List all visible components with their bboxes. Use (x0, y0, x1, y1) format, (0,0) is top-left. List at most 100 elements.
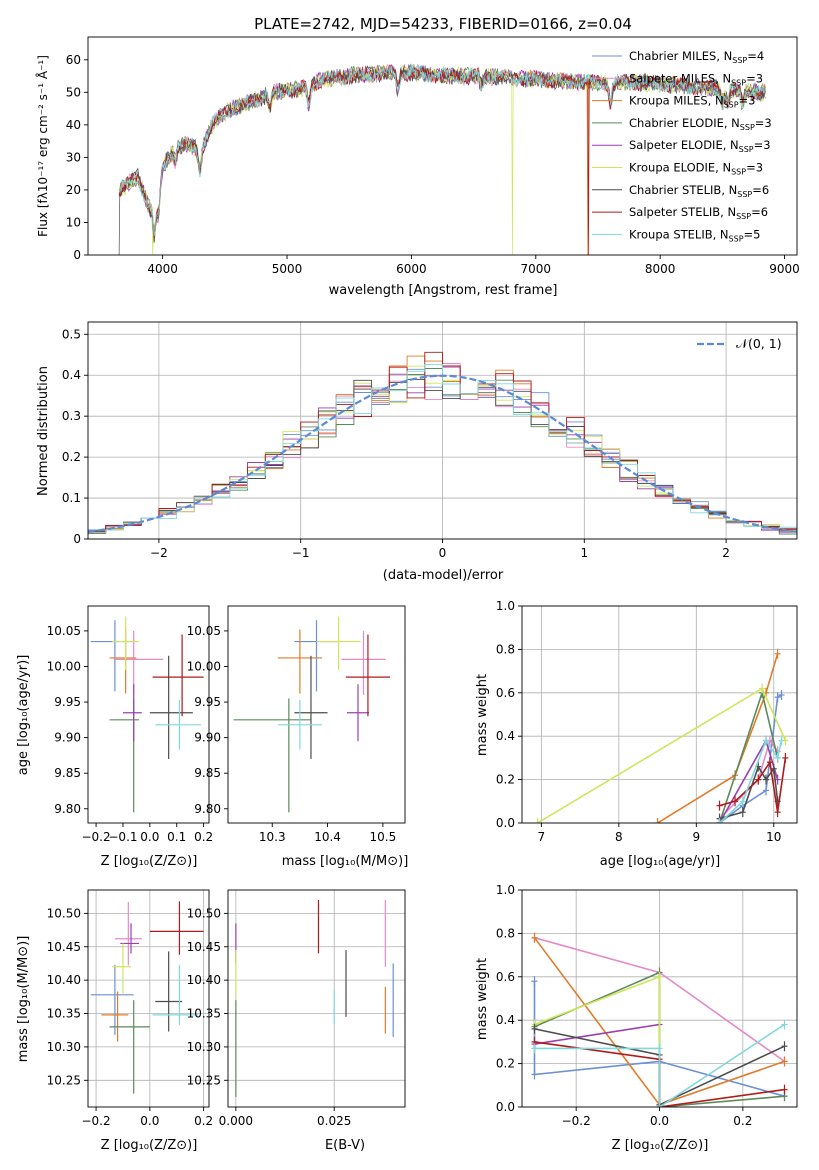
x-tick-label: 2 (722, 546, 730, 560)
plot-area (235, 900, 394, 1097)
x-tick-label: 8000 (645, 262, 676, 276)
y-tick-label: 10.45 (47, 940, 81, 954)
y-tick-label: 10.00 (187, 659, 221, 673)
normal-curve (88, 374, 797, 533)
axes: 7 8 9 10 0.0 0.2 0.4 0.6 0.8 1.0 (496, 599, 798, 844)
axes: 0.000 0.025 10.25 10.30 10.35 10.40 10.45 10.50 (187, 889, 406, 1128)
y-tick-label: 0.6 (496, 686, 515, 700)
y-tick-label: 0.8 (496, 926, 515, 940)
legend-entry: 𝒩(0, 1) (736, 336, 782, 351)
plot-area (534, 648, 789, 823)
errorbar-point (112, 616, 140, 671)
y-tick-label: 20 (66, 183, 81, 197)
x-tick-label: −1 (292, 546, 310, 560)
legend-entry: Chabrier ELODIE, NSSP=3 (629, 116, 772, 132)
weight-series-4 (534, 1023, 660, 1045)
x-tick-label: −0.2 (81, 830, 110, 844)
x-tick-label: 6000 (396, 262, 427, 276)
x-tick-label: 0.2 (194, 1114, 213, 1128)
age-z-x-label: Z [log₁₀(Z/Z⊙)] (101, 854, 198, 869)
x-tick-label: 7000 (521, 262, 552, 276)
x-tick-label: 0.0 (140, 830, 159, 844)
legend-entry: Salpeter STELIB, NSSP=6 (629, 205, 768, 221)
y-tick-label: 10.40 (47, 973, 81, 987)
mass-vs-metallicity-panel: −0.2 0.0 0.2 10.25 10.30 10.35 10.40 10.45 10.50 (47, 889, 213, 1128)
mass-z-x-label: Z [log₁₀(Z/Z⊙)] (101, 1138, 198, 1153)
weight-z-y-label: mass weight (475, 958, 490, 1040)
x-tick-label: 10.3 (259, 830, 286, 844)
axes-frame (227, 605, 406, 824)
errorbar-point (346, 684, 370, 742)
errorbar-point (152, 634, 204, 717)
mass-ebv-x-label: E(B-V) (325, 1138, 365, 1153)
axes-frame (87, 36, 798, 256)
weight-vs-age-panel: 7 8 9 10 0.0 0.2 0.4 0.6 0.8 1.0 (496, 599, 798, 844)
x-tick-label: 10.5 (370, 830, 397, 844)
errorbar-point (109, 1000, 150, 1094)
axes-frame (227, 889, 406, 1108)
spectrum-line-8 (118, 63, 766, 236)
residual-x-label: (data-model)/error (383, 568, 504, 583)
y-tick-label: 0 (73, 532, 81, 546)
legend-entry: Chabrier STELIB, NSSP=6 (629, 183, 769, 199)
y-tick-label: 10 (66, 215, 81, 229)
legend-entry: Salpeter MILES, NSSP=3 (629, 71, 763, 87)
y-tick-label: 0.8 (496, 642, 515, 656)
weight-age-y-label: mass weight (475, 674, 490, 756)
y-tick-label: 0.4 (496, 729, 515, 743)
age-vs-mass-panel: 10.3 10.4 10.5 9.80 9.85 9.90 9.95 10.00 10.05 (187, 605, 406, 844)
errorbar-point (114, 902, 142, 966)
x-tick-label: 9 (692, 830, 700, 844)
y-tick-label: 9.90 (54, 731, 81, 745)
spectrum-y-label: Flux [fλ10⁻¹⁷ erg cm⁻² s⁻¹ Å⁻¹] (35, 55, 50, 237)
errorbar-point (345, 634, 391, 717)
y-tick-label: 9.85 (194, 766, 221, 780)
spectrum-line-6 (118, 65, 766, 255)
errorbar-point (233, 698, 311, 813)
weight-series-7 (719, 757, 787, 813)
y-tick-label: 1.0 (496, 599, 515, 613)
x-tick-label: −0.2 (562, 1114, 591, 1128)
legend: 𝒩(0, 1) (697, 336, 782, 351)
axes-frame (87, 889, 210, 1108)
y-tick-label: 10.30 (187, 1040, 221, 1054)
y-tick-label: 10.25 (47, 1073, 81, 1087)
axes-frame (87, 605, 210, 824)
errorbar-point (277, 699, 323, 750)
y-tick-label: 50 (66, 85, 81, 99)
grid (88, 890, 209, 1107)
y-tick-label: 0.5 (62, 327, 81, 341)
y-tick-label: 60 (66, 53, 81, 67)
spectrum-line-7 (118, 64, 766, 255)
weight-age-x-label: age [log₁₀(age/yr)] (600, 854, 721, 869)
axes: −0.2 0.0 0.2 10.25 10.30 10.35 10.40 10.45 10.50 (47, 889, 213, 1128)
legend-entry: Salpeter ELODIE, NSSP=3 (629, 138, 771, 154)
weight-series-1 (718, 738, 779, 820)
y-tick-label: 9.90 (194, 731, 221, 745)
y-tick-label: 0.3 (62, 409, 81, 423)
residual-y-label: Normed distribution (36, 366, 51, 496)
y-tick-label: 0.2 (496, 1057, 515, 1071)
y-tick-label: 0.6 (496, 970, 515, 984)
axes: 4000 5000 6000 7000 8000 9000 0 10 20 30 40 50 60 (66, 36, 800, 276)
axes: 10.3 10.4 10.5 9.80 9.85 9.90 9.95 10.00 10.05 (187, 605, 406, 844)
y-tick-label: 0.1 (62, 491, 81, 505)
axes: −0.2 0.0 0.2 0.0 0.2 0.4 0.6 0.8 1.0 (496, 883, 798, 1128)
errorbar-point (112, 943, 132, 994)
spectrum-x-label: wavelength [Angstrom, rest frame] (329, 283, 558, 298)
y-tick-label: 9.80 (54, 802, 81, 816)
y-tick-label: 10.40 (187, 973, 221, 987)
legend-entry: Kroupa STELIB, NSSP=5 (629, 227, 760, 243)
axes: −0.2−0.1 0.0 0.1 0.2 9.80 9.85 9.90 9.95 10.00 10… (47, 605, 213, 844)
legend: Chabrier MILES, NSSP=4 Salpeter MILES, NS… (592, 49, 772, 243)
x-tick-label: 0.2 (194, 830, 213, 844)
plot-area (118, 63, 766, 255)
y-tick-label: 10.35 (187, 1007, 221, 1021)
y-tick-label: 40 (66, 118, 81, 132)
legend-entry: Kroupa MILES, NSSP=3 (629, 94, 755, 110)
y-tick-label: 9.95 (54, 695, 81, 709)
x-tick-label: 10.4 (314, 830, 341, 844)
x-tick-label: 0.1 (167, 830, 186, 844)
x-tick-label: 1 (580, 546, 588, 560)
